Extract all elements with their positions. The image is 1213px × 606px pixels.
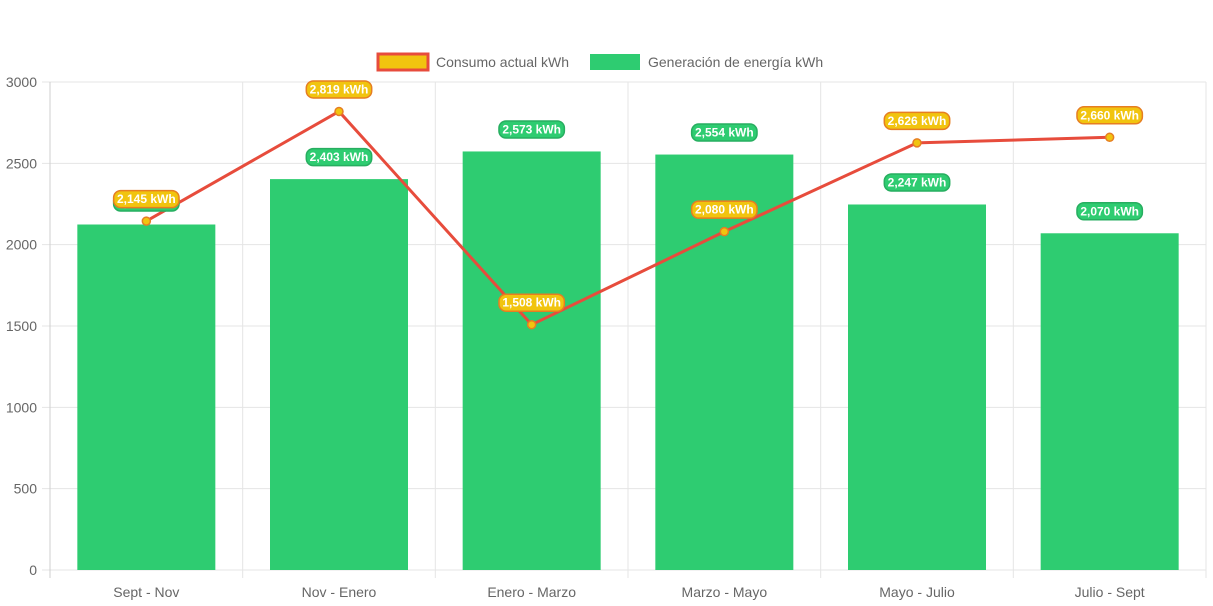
axes: 0 500 1000 1500 2000 2500 3000 Sept - Nov Nov - … <box>6 74 1145 600</box>
bar <box>1040 233 1179 570</box>
line-data-label: 1,508 kWh <box>502 296 561 310</box>
bar <box>655 154 794 571</box>
line-data-label-bg <box>1076 106 1144 125</box>
series-line <box>145 109 1110 327</box>
x-tick-label: Sept - Nov <box>113 584 179 600</box>
bar-data-label: 2,070 kWh <box>1080 204 1139 218</box>
line-data-label-bg <box>498 293 566 312</box>
grid <box>42 81 1207 578</box>
bar <box>848 204 986 570</box>
legend-swatch-consumo <box>376 52 430 72</box>
x-tick-label: Marzo - Mayo <box>682 584 768 600</box>
line-data-label: 2,819 kWh <box>310 82 369 96</box>
legend-label-generacion: Generación de energía kWh <box>648 54 823 70</box>
bar-data-label-bg <box>1076 202 1144 221</box>
line-data-label-bg <box>305 80 373 99</box>
line-data-label-bg <box>112 189 180 209</box>
y-tick-label: 1500 <box>6 318 37 334</box>
x-tick-label: Julio - Sept <box>1075 584 1145 600</box>
x-tick-label: Nov - Enero <box>302 584 377 600</box>
y-tick-label: 500 <box>14 481 38 497</box>
bar-data-label: 2,247 kWh <box>888 175 947 189</box>
line-data-label: 2,626 kWh <box>888 114 947 128</box>
line-point <box>912 138 922 148</box>
bar <box>77 224 216 570</box>
line-data-label-bg <box>690 200 758 219</box>
line-data-label: 2,145 kWh <box>117 192 176 206</box>
line-series <box>141 106 1115 330</box>
bar-data-label-bg <box>690 123 758 142</box>
bar-data-label: 2,403 kWh <box>310 150 369 164</box>
bar-data-label: 2,573 kWh <box>502 122 561 136</box>
line-point <box>719 226 730 237</box>
bar-data-label: 2,554 kWh <box>695 126 754 140</box>
bar-data-label-bg <box>498 120 566 139</box>
legend: Consumo actual kWh Generación de energía … <box>376 52 823 72</box>
y-tick-label: 2000 <box>6 237 37 253</box>
line-point <box>526 319 537 330</box>
y-tick-label: 3000 <box>6 74 37 90</box>
bar <box>270 179 408 570</box>
line-point <box>334 106 344 117</box>
line-data-label: 2,660 kWh <box>1080 108 1139 122</box>
line-data-label: 2,080 kWh <box>695 203 754 217</box>
x-tick-label: Enero - Marzo <box>487 584 576 600</box>
legend-swatch-generacion <box>590 54 640 70</box>
y-tick-label: 0 <box>29 562 37 578</box>
y-tick-label: 1000 <box>6 399 37 415</box>
y-tick-label: 2500 <box>6 155 37 171</box>
line-point <box>141 216 152 226</box>
legend-label-consumo: Consumo actual kWh <box>436 54 569 70</box>
line-data-label-bg <box>883 111 951 131</box>
line-point <box>1104 132 1115 143</box>
bar-data-label-bg <box>883 173 951 192</box>
bar <box>462 151 601 570</box>
bar-data-label-bg <box>305 147 373 167</box>
x-tick-label: Mayo - Julio <box>879 584 955 600</box>
bar-series <box>77 151 1179 571</box>
